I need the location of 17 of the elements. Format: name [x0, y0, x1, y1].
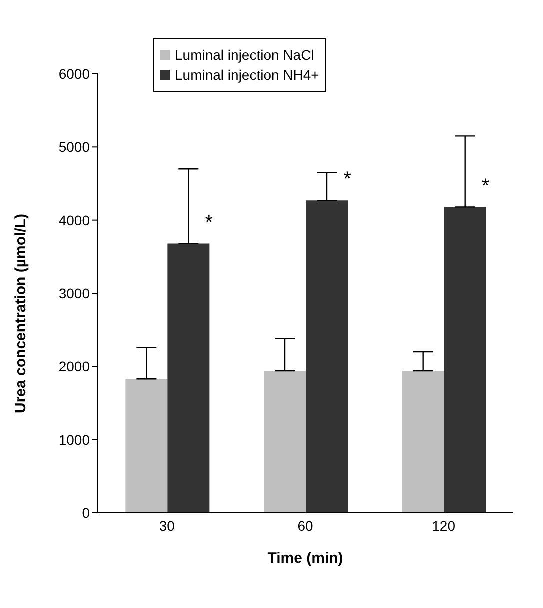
- legend-label: Luminal injection NaCl: [175, 47, 314, 63]
- annotation: *: [205, 212, 214, 234]
- annotation: *: [344, 168, 352, 191]
- y-axis-title: Urea concentration (µmol/L): [12, 214, 30, 414]
- annotation: *: [482, 175, 490, 198]
- x-tick-label: 30: [159, 518, 176, 534]
- x-tick-label: 120: [432, 518, 456, 534]
- y-tick-label: 6000: [58, 66, 90, 82]
- y-tick-label: 3000: [58, 285, 90, 302]
- y-tick-label: 2000: [58, 358, 90, 375]
- x-axis-title: Time (min): [268, 550, 344, 567]
- x-tick-label: 60: [298, 518, 314, 534]
- y-tick-label: 0: [82, 504, 90, 521]
- y-tick-label: 4000: [58, 212, 90, 228]
- legend-label: Luminal injection NH4+: [175, 67, 320, 83]
- y-tick-label: 1000: [58, 432, 90, 448]
- y-tick-label: 5000: [58, 139, 90, 156]
